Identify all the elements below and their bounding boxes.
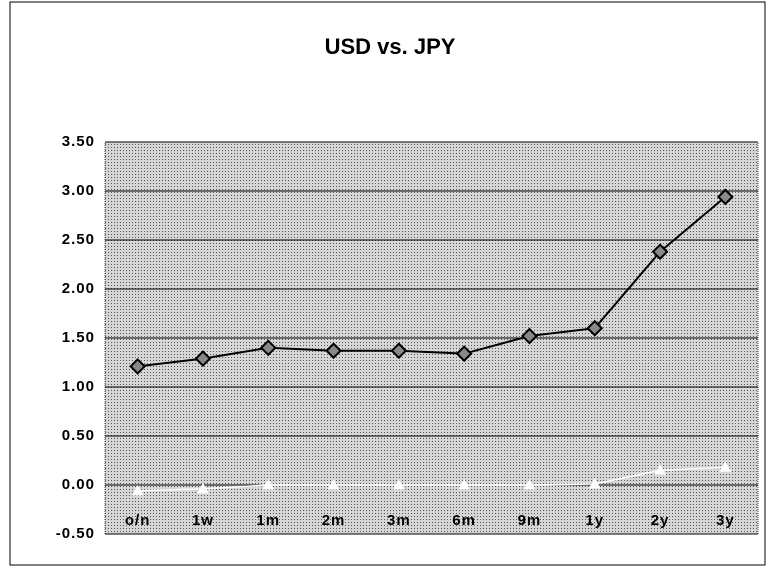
x-tick-label: 1y [585, 512, 604, 529]
x-tick-label: 9m [518, 512, 542, 529]
point [654, 464, 666, 475]
point [393, 478, 405, 490]
point [455, 345, 473, 363]
series-line [137, 466, 726, 492]
x-tick-label: 3y [716, 512, 735, 529]
point [521, 327, 538, 345]
series-line [137, 196, 726, 368]
point [588, 477, 601, 489]
point [458, 478, 470, 490]
x-tick-label: 1m [256, 512, 280, 529]
point [197, 482, 209, 494]
point [129, 358, 147, 375]
y-tick-label: 0.00 [62, 476, 95, 493]
point [390, 342, 408, 360]
point [523, 478, 536, 490]
y-tick-label: 1.00 [62, 378, 95, 395]
x-tick-label: 3m [387, 512, 411, 529]
x-tick-label: 6m [452, 512, 476, 529]
x-tick-label: o/n [125, 512, 151, 529]
x-tick-label: 1w [192, 512, 214, 529]
y-tick-label: 0.50 [62, 427, 95, 444]
point [325, 342, 342, 360]
point [259, 339, 277, 357]
point [651, 243, 669, 261]
point [262, 478, 275, 490]
point [586, 319, 604, 337]
point [719, 461, 732, 472]
point [327, 478, 340, 490]
y-tick-label: -0.50 [56, 525, 95, 542]
y-tick-label: 1.50 [62, 329, 95, 346]
y-tick-label: 3.00 [62, 182, 95, 199]
chart-title: USD vs. JPY [325, 34, 456, 59]
point [131, 484, 144, 496]
point [194, 350, 212, 367]
y-tick-label: 2.50 [62, 231, 95, 248]
x-tick-label: 2y [651, 512, 670, 529]
x-tick-label: 2m [322, 512, 346, 529]
y-tick-label: 2.00 [62, 280, 95, 297]
point [716, 188, 734, 206]
y-tick-label: 3.50 [62, 133, 95, 150]
